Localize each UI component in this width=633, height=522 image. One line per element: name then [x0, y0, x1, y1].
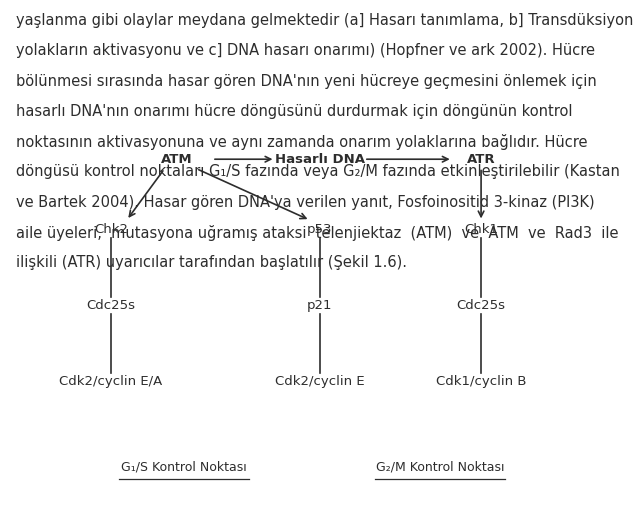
Text: G₂/M Kontrol Noktası: G₂/M Kontrol Noktası [375, 461, 505, 473]
Text: Chk2: Chk2 [94, 223, 128, 236]
Text: yaşlanma gibi olaylar meydana gelmektedir (a] Hasarı tanımlama, b] Transdüksiyon: yaşlanma gibi olaylar meydana gelmektedi… [16, 13, 633, 28]
Text: ATR: ATR [467, 153, 496, 165]
Text: Cdc25s: Cdc25s [86, 299, 135, 312]
Text: Cdk1/cyclin B: Cdk1/cyclin B [436, 375, 526, 387]
Text: ilişkili (ATR) uyarıcılar tarafından başlatılır (Şekil 1.6).: ilişkili (ATR) uyarıcılar tarafından baş… [16, 255, 407, 270]
Text: ve Bartek 2004). Hasar gören DNA'ya verilen yanıt, Fosfoinositid 3-kinaz (PI3K): ve Bartek 2004). Hasar gören DNA'ya veri… [16, 195, 594, 210]
Text: noktasının aktivasyonuna ve aynı zamanda onarım yolaklarına bağlıdır. Hücre: noktasının aktivasyonuna ve aynı zamanda… [16, 134, 587, 150]
Text: döngüsü kontrol noktaları G₁/S fazında veya G₂/M fazında etkinleştirilebilir (Ka: döngüsü kontrol noktaları G₁/S fazında v… [16, 164, 620, 180]
Text: Cdk2/cyclin E: Cdk2/cyclin E [275, 375, 365, 387]
Text: ATM: ATM [161, 153, 193, 165]
Text: aile üyeleri,  mutasyona uğramış ataksi  telenjiektaz  (ATM)  ve  ATM  ve  Rad3 : aile üyeleri, mutasyona uğramış ataksi t… [16, 225, 618, 241]
Text: yolakların aktivasyonu ve c] DNA hasarı onarımı) (Hopfner ve ark 2002). Hücre: yolakların aktivasyonu ve c] DNA hasarı … [16, 43, 595, 58]
Text: Hasarlı DNA: Hasarlı DNA [275, 153, 365, 165]
Text: p21: p21 [307, 299, 332, 312]
Text: G₁/S Kontrol Noktası: G₁/S Kontrol Noktası [121, 461, 246, 473]
Text: Cdc25s: Cdc25s [456, 299, 506, 312]
Text: hasarlı DNA'nın onarımı hücre döngüsünü durdurmak için döngünün kontrol: hasarlı DNA'nın onarımı hücre döngüsünü … [16, 104, 572, 119]
Text: Chk1: Chk1 [464, 223, 498, 236]
Text: bölünmesi sırasında hasar gören DNA'nın yeni hücreye geçmesini önlemek için: bölünmesi sırasında hasar gören DNA'nın … [16, 74, 596, 89]
Text: Cdk2/cyclin E/A: Cdk2/cyclin E/A [59, 375, 163, 387]
Text: p53: p53 [307, 223, 332, 236]
